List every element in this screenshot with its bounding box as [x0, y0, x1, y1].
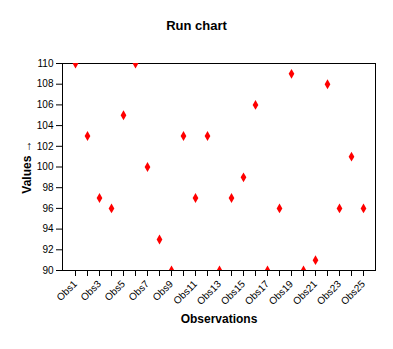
svg-text:96: 96	[42, 203, 54, 214]
svg-text:108: 108	[37, 78, 54, 89]
svg-text:Obs23: Obs23	[315, 278, 344, 307]
svg-text:Obs1: Obs1	[54, 278, 79, 303]
svg-text:Obs17: Obs17	[243, 278, 272, 307]
svg-text:106: 106	[37, 99, 54, 110]
svg-text:Obs21: Obs21	[291, 278, 320, 307]
svg-text:Obs25: Obs25	[339, 278, 368, 307]
svg-text:Obs19: Obs19	[267, 278, 296, 307]
svg-text:110: 110	[38, 58, 54, 69]
svg-text:Obs5: Obs5	[102, 278, 127, 303]
svg-text:100: 100	[37, 161, 54, 172]
svg-text:Obs11: Obs11	[171, 278, 199, 306]
svg-text:104: 104	[37, 120, 54, 131]
svg-text:Obs15: Obs15	[219, 278, 248, 307]
svg-text:Values →: Values →	[20, 140, 34, 193]
svg-text:Observations: Observations	[181, 312, 258, 326]
svg-text:98: 98	[42, 182, 54, 193]
svg-text:90: 90	[42, 265, 54, 276]
svg-text:Obs7: Obs7	[126, 278, 151, 303]
svg-text:Obs13: Obs13	[195, 278, 224, 307]
svg-text:Obs3: Obs3	[78, 278, 103, 303]
svg-text:94: 94	[42, 223, 54, 234]
svg-text:92: 92	[42, 244, 54, 255]
svg-text:102: 102	[37, 141, 54, 152]
html-text:Run chart: Run chart	[166, 18, 227, 33]
svg-text:Obs9: Obs9	[150, 278, 176, 303]
